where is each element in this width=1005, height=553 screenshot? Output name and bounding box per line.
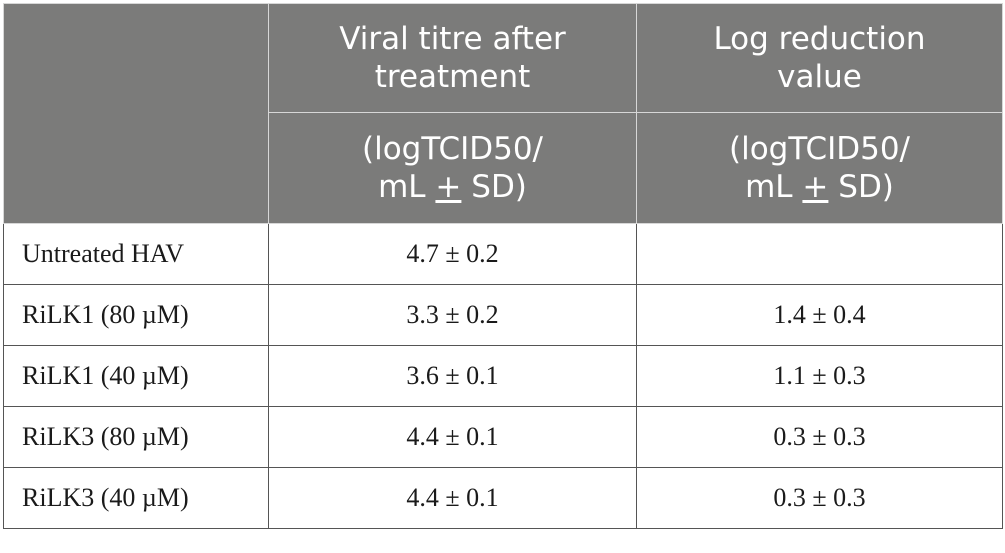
header-viral-titre-line1: Viral titre after: [339, 21, 566, 57]
viral-titre-value: 4.4 ± 0.1: [268, 406, 637, 468]
unit-ml: mL: [378, 169, 426, 205]
header-log-reduction-line1: Log reduction: [713, 21, 926, 57]
header-viral-titre: Viral titre after treatment: [268, 3, 637, 113]
row-label: RiLK3 (80 µM): [3, 406, 269, 468]
log-reduction-value: 1.1 ± 0.3: [636, 345, 1003, 407]
table-row: RiLK1 (80 µM) 3.3 ± 0.2 1.4 ± 0.4: [3, 284, 1003, 346]
row-label: RiLK1 (80 µM): [3, 284, 269, 346]
header-log-reduction: Log reduction value: [636, 3, 1003, 113]
log-reduction-value: [636, 223, 1003, 285]
header-viral-titre-line2: treatment: [374, 59, 531, 95]
viral-titre-table: Viral titre after treatment Log reductio…: [3, 3, 1003, 529]
log-reduction-value: 0.3 ± 0.3: [636, 467, 1003, 529]
header-row-titles: Viral titre after treatment Log reductio…: [3, 3, 1003, 224]
unit-line1: (logTCID50/: [728, 131, 911, 167]
viral-titre-value: 4.4 ± 0.1: [268, 467, 637, 529]
header-row-units: (logTCID50/ mL + SD) (logTCID50/ mL + SD…: [4, 112, 1003, 224]
header-log-reduction-unit: (logTCID50/ mL + SD): [636, 112, 1003, 224]
table-row: RiLK3 (80 µM) 4.4 ± 0.1 0.3 ± 0.3: [3, 406, 1003, 468]
viral-titre-value: 3.6 ± 0.1: [268, 345, 637, 407]
viral-titre-value: 4.7 ± 0.2: [268, 223, 637, 285]
plus-minus-symbol: +: [802, 169, 829, 205]
header-viral-titre-unit: (logTCID50/ mL + SD): [268, 112, 637, 224]
row-label: RiLK1 (40 µM): [3, 345, 269, 407]
log-reduction-value: 0.3 ± 0.3: [636, 406, 1003, 468]
unit-line1: (logTCID50/: [361, 131, 544, 167]
row-label: RiLK3 (40 µM): [3, 467, 269, 529]
data-table-container: Viral titre after treatment Log reductio…: [3, 3, 1003, 536]
log-reduction-value: 1.4 ± 0.4: [636, 284, 1003, 346]
unit-ml: mL: [745, 169, 793, 205]
header-corner-cell: [3, 3, 269, 224]
table-row: RiLK1 (40 µM) 3.6 ± 0.1 1.1 ± 0.3: [3, 345, 1003, 407]
table-row: RiLK3 (40 µM) 4.4 ± 0.1 0.3 ± 0.3: [3, 467, 1003, 529]
row-label: Untreated HAV: [3, 223, 269, 285]
viral-titre-value: 3.3 ± 0.2: [268, 284, 637, 346]
plus-minus-symbol: +: [435, 169, 462, 205]
table-row: Untreated HAV 4.7 ± 0.2: [3, 223, 1003, 285]
header-log-reduction-line2: value: [777, 59, 862, 95]
unit-sd: SD): [828, 169, 894, 205]
unit-sd: SD): [461, 169, 527, 205]
